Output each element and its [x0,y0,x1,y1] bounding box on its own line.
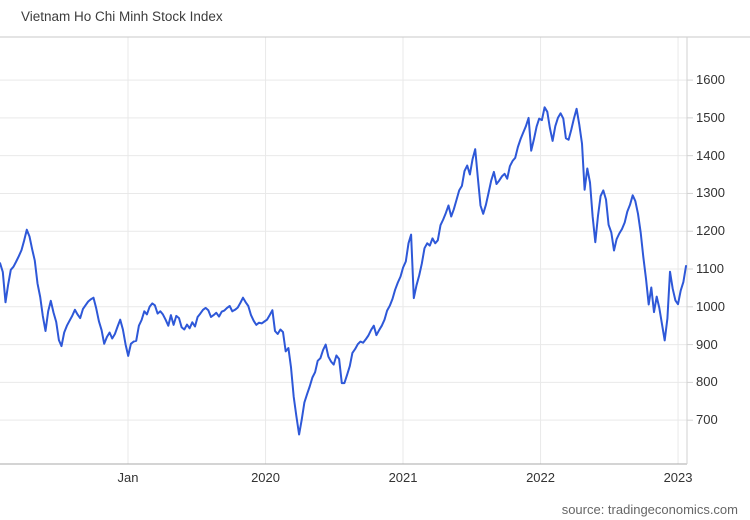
source-attribution: source: tradingeconomics.com [561,502,738,517]
y-axis-label: 1500 [696,109,725,125]
chart-title: Vietnam Ho Chi Minh Stock Index [21,9,223,24]
x-axis-label: 2020 [251,470,280,485]
x-axis-label: 2023 [663,470,693,485]
x-axis-label: 2022 [526,470,555,485]
y-axis-label: 1400 [696,147,725,163]
index-price-line [0,106,687,436]
x-axis-label: Jan [117,470,139,485]
y-axis-label: 900 [696,336,718,352]
y-axis-label: 700 [696,412,718,428]
y-axis-label: 1100 [696,261,724,277]
y-axis-label: 1200 [696,223,725,239]
y-axis-label: 1000 [696,298,725,314]
y-axis-label: 800 [696,374,718,390]
x-axis-label: 2021 [388,470,418,485]
y-axis-label: 1600 [696,72,725,88]
y-axis-label: 1300 [696,185,725,201]
